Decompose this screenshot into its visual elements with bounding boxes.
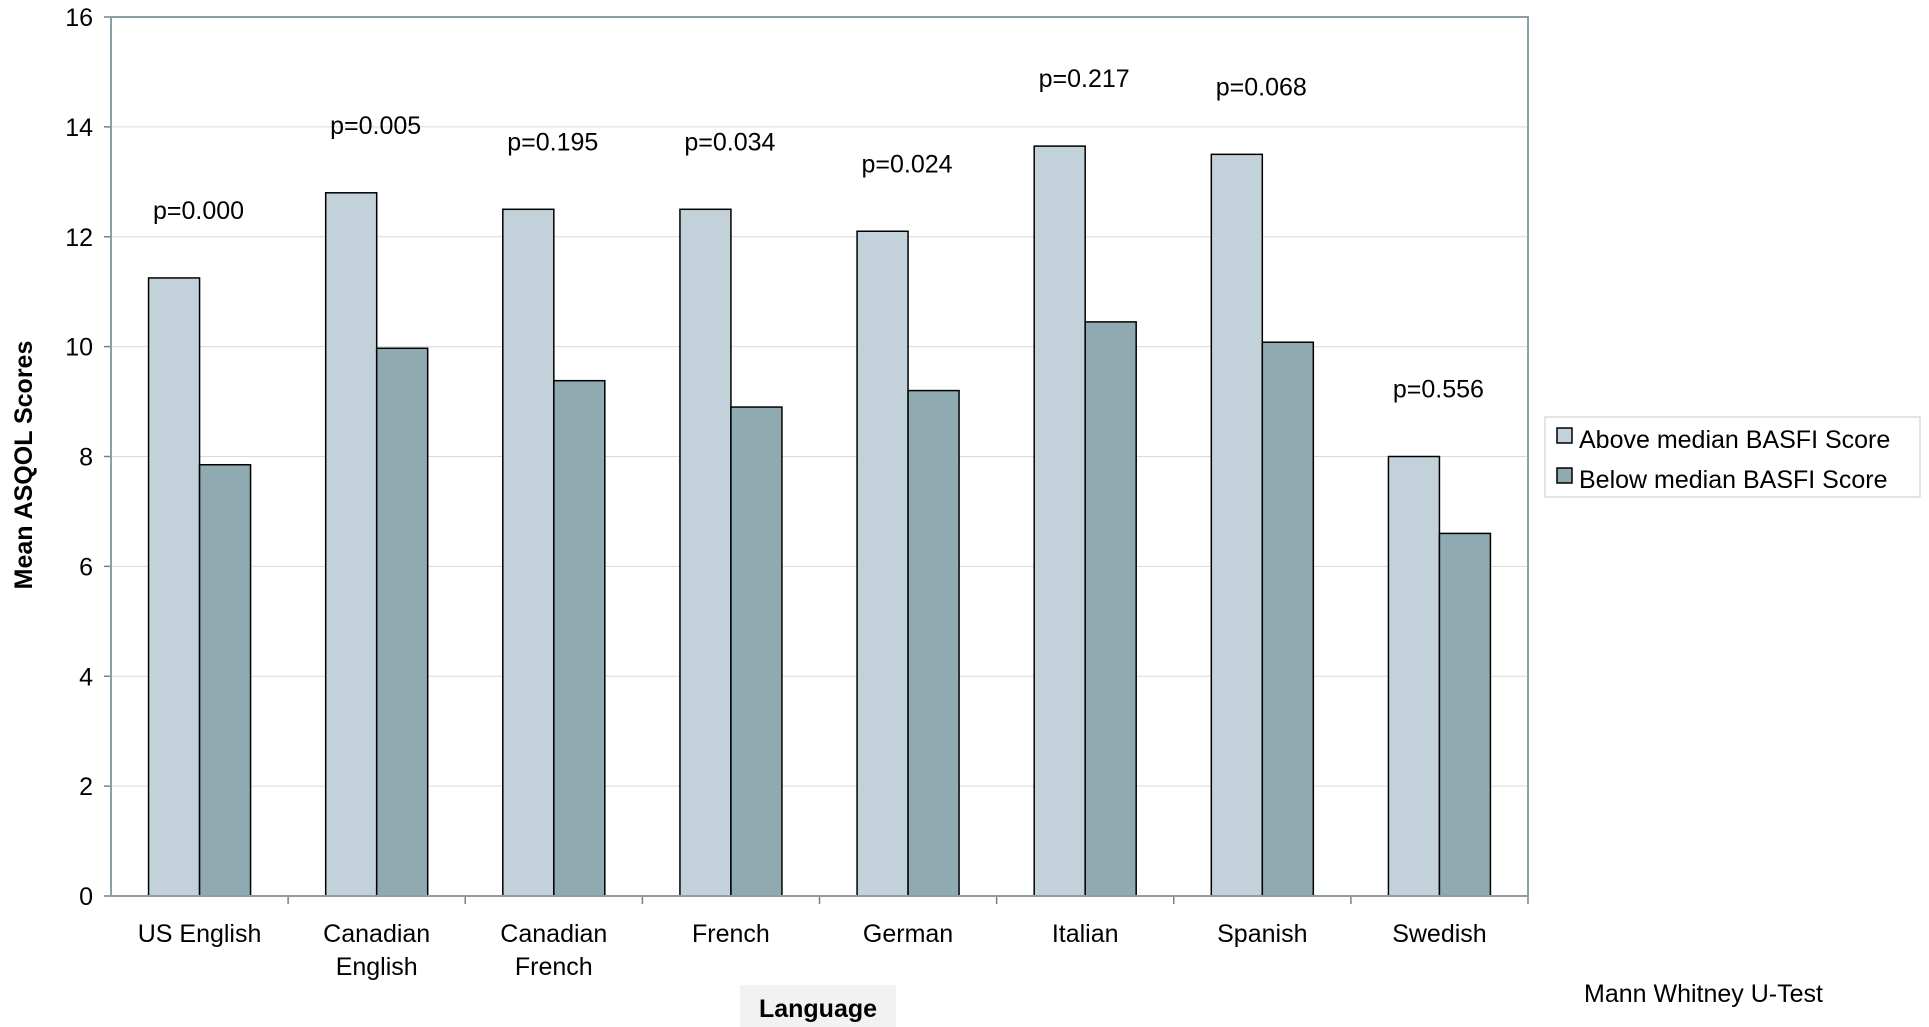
x-tick-label: Spanish bbox=[1217, 920, 1307, 948]
x-tick-label: Italian bbox=[1052, 920, 1119, 948]
p-value-label: p=0.556 bbox=[1393, 376, 1484, 404]
legend-label-below-median: Below median BASFI Score bbox=[1579, 466, 1887, 494]
plot-border bbox=[110, 16, 1529, 897]
bar-above-median bbox=[1033, 145, 1086, 897]
y-tick-label: 16 bbox=[65, 4, 93, 32]
y-axis-title: Mean ASQOL Scores bbox=[10, 341, 38, 590]
x-tick-label: Canadian French bbox=[500, 920, 607, 981]
bar-above-median bbox=[856, 230, 909, 897]
p-value-label: p=0.195 bbox=[507, 128, 598, 156]
bar-above-median bbox=[324, 192, 378, 897]
p-value-label: p=0.034 bbox=[684, 128, 775, 156]
bar-above-median bbox=[502, 208, 555, 897]
y-tick-label: 14 bbox=[65, 114, 93, 142]
bars bbox=[147, 145, 1492, 897]
bar-below-median bbox=[198, 463, 252, 897]
legend: Above median BASFI Score Below median BA… bbox=[1544, 416, 1921, 498]
legend-swatch-below-median bbox=[1556, 467, 1573, 484]
legend-swatch-above-median bbox=[1556, 427, 1573, 444]
bar-below-median bbox=[1261, 341, 1315, 897]
p-value-label: p=0.068 bbox=[1216, 73, 1307, 101]
y-tick-label: 12 bbox=[65, 224, 93, 252]
legend-box bbox=[1544, 416, 1921, 498]
bar-below-median bbox=[1438, 532, 1492, 897]
x-tick-label: Canadian English bbox=[323, 920, 430, 981]
y-tick-label: 0 bbox=[79, 883, 93, 911]
y-tick-label: 8 bbox=[79, 444, 93, 472]
bar-below-median bbox=[375, 347, 429, 897]
bar-below-median bbox=[907, 389, 960, 897]
bar-above-median bbox=[1387, 455, 1441, 897]
y-tick-label: 10 bbox=[65, 334, 93, 362]
x-tick-label: French bbox=[692, 920, 770, 948]
p-value-label: p=0.024 bbox=[862, 150, 953, 178]
p-value-label: p=0.005 bbox=[330, 112, 421, 140]
bar-above-median bbox=[679, 208, 732, 897]
bar-below-median bbox=[730, 406, 783, 897]
x-tick-label: Swedish bbox=[1392, 920, 1487, 948]
x-axis-title-background bbox=[740, 985, 896, 1027]
axes bbox=[104, 16, 1529, 904]
x-axis-title: Language bbox=[759, 995, 877, 1023]
bar-above-median bbox=[147, 277, 201, 897]
x-tick-label: German bbox=[863, 920, 953, 948]
bar-below-median bbox=[1084, 321, 1137, 897]
labels: 0 2 4 6 8 10 12 14 16 US English p=0.000 Canadian En… bbox=[65, 4, 1487, 981]
gridlines bbox=[111, 126, 1528, 787]
y-tick-label: 6 bbox=[79, 553, 93, 581]
p-value-label: p=0.000 bbox=[153, 197, 244, 225]
x-tick-label: US English bbox=[138, 920, 262, 948]
p-value-label: p=0.217 bbox=[1039, 65, 1130, 93]
footnote: Mann Whitney U-Test bbox=[1584, 980, 1823, 1008]
legend-label-above-median: Above median BASFI Score bbox=[1579, 426, 1890, 454]
y-tick-label: 2 bbox=[79, 773, 93, 801]
bar-below-median bbox=[553, 379, 606, 897]
bar-above-median bbox=[1210, 153, 1264, 897]
y-tick-label: 4 bbox=[79, 663, 93, 691]
